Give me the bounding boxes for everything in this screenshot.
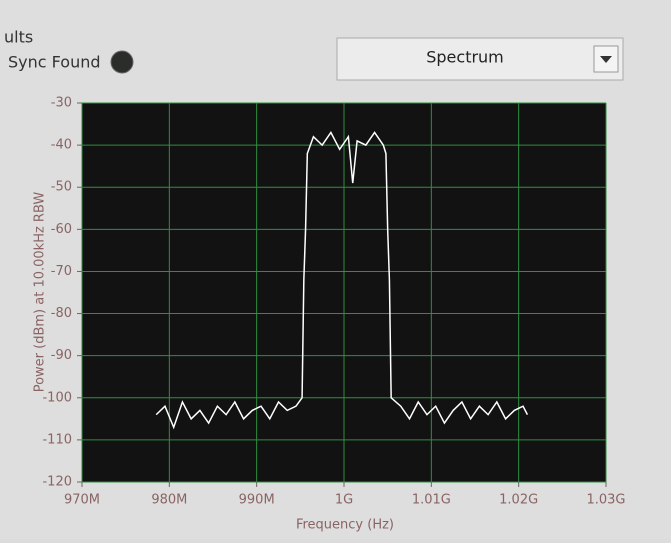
spectrum-trace: [155, 131, 529, 430]
dropdown-arrow: [600, 56, 612, 63]
indicator-label: Sync Found: [8, 53, 101, 72]
x-tick-label: 1.03G: [586, 493, 625, 508]
dropdown-value: Spectrum: [426, 48, 504, 67]
sync-led: [110, 50, 134, 74]
x-tick-label: 1.02G: [499, 493, 538, 508]
y-tick-label: -90: [51, 348, 72, 363]
x-tick-label: 1.01G: [412, 493, 451, 508]
x-tick-label: 990M: [239, 493, 275, 508]
x-tick-label: 970M: [64, 493, 100, 508]
y-tick-label: -80: [51, 306, 72, 321]
y-tick-label: -50: [51, 180, 72, 195]
y-tick-label: -110: [42, 432, 72, 447]
y-tick-label: -60: [51, 222, 72, 237]
dropdown[interactable]: [336, 37, 624, 81]
y-tick-label: -120: [42, 475, 72, 490]
y-tick-label: -40: [51, 138, 72, 153]
x-tick-label: 980M: [151, 493, 187, 508]
x-axis-title: Frequency (Hz): [296, 518, 394, 533]
section-title: ults: [4, 28, 33, 47]
y-tick-label: -100: [42, 390, 72, 405]
y-tick-label: -70: [51, 264, 72, 279]
y-tick-label: -30: [51, 96, 72, 111]
y-axis-title: Power (dBm) at 10.00kHz RBW: [33, 192, 48, 393]
x-tick-label: 1G: [335, 493, 353, 508]
